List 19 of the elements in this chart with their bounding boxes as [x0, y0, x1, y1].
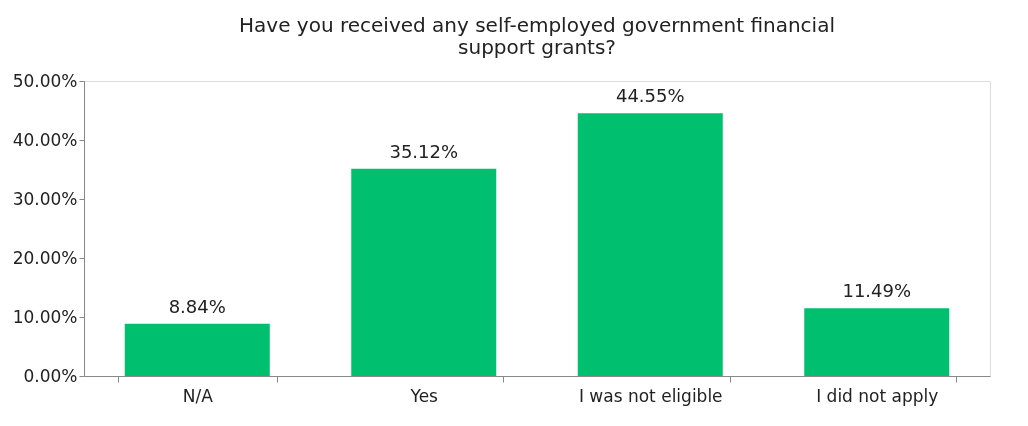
bar	[351, 168, 497, 376]
x-tick-label: I did not apply	[816, 385, 939, 406]
bar	[577, 113, 723, 376]
data-label: 11.49%	[842, 280, 912, 302]
y-tick-label: 10.00%	[12, 306, 78, 327]
data-label: 44.55%	[615, 85, 685, 107]
bar	[804, 308, 950, 376]
chart-title: Have you received any self-employed government financial support grants?	[239, 13, 835, 59]
y-tick-label: 30.00%	[12, 188, 78, 209]
y-tick-label: 20.00%	[12, 247, 78, 268]
x-tick-label: N/A	[182, 385, 214, 406]
y-tick-label: 40.00%	[12, 129, 78, 150]
x-tick-label: I was not eligible	[578, 385, 723, 406]
bar	[124, 323, 270, 376]
x-tick-label: Yes	[409, 385, 439, 406]
data-label: 35.12%	[389, 140, 459, 162]
y-tick-label: 50.00%	[12, 70, 78, 91]
y-tick-label: 0.00%	[23, 365, 78, 386]
data-label: 8.84%	[168, 295, 226, 317]
